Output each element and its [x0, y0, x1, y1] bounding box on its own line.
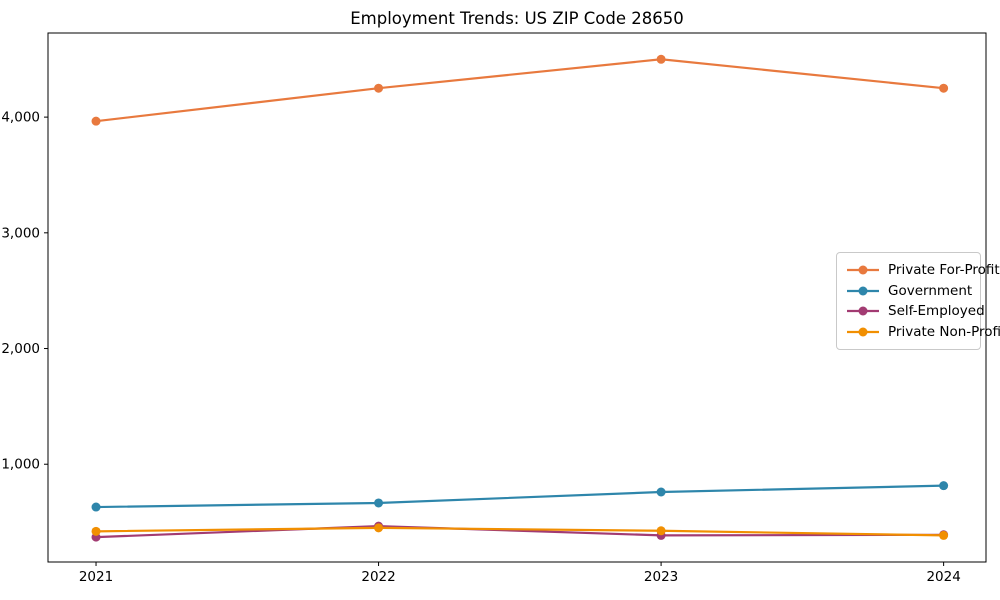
legend-label: Private Non-Profit	[888, 323, 1000, 340]
data-point	[656, 487, 666, 497]
x-tick-label: 2023	[644, 569, 678, 585]
data-point	[91, 116, 101, 126]
legend-line-sample	[847, 265, 879, 275]
legend-label: Self-Employed	[888, 303, 985, 320]
y-tick-label: 1,000	[1, 457, 40, 473]
legend-item: Government	[846, 281, 973, 301]
data-point	[939, 83, 949, 93]
series-line-government	[96, 484, 944, 509]
data-point	[91, 526, 101, 536]
legend-line-sample	[847, 286, 879, 296]
y-tick-label: 4,000	[1, 110, 40, 126]
chart-title: Employment Trends: US ZIP Code 28650	[350, 9, 684, 28]
legend-line-sample	[847, 327, 879, 337]
data-point	[91, 502, 101, 512]
legend-item: Private Non-Profit	[846, 322, 1000, 342]
data-point	[374, 498, 384, 508]
data-point	[939, 530, 949, 540]
x-tick-label: 2021	[79, 569, 113, 585]
data-point	[656, 526, 666, 536]
y-tick-label: 3,000	[1, 225, 40, 241]
legend-item: Self-Employed	[846, 301, 985, 321]
x-tick-label: 2024	[926, 569, 960, 585]
data-point	[374, 523, 384, 533]
y-tick-label: 2,000	[1, 341, 40, 357]
data-point	[656, 54, 666, 64]
legend: Private For-Profit Government Self-Employe…	[836, 252, 1000, 350]
data-point	[939, 481, 949, 491]
legend-line-sample	[847, 306, 879, 316]
axes-frame	[47, 32, 987, 563]
data-point	[374, 83, 384, 93]
legend-item: Private For-Profit	[846, 260, 1000, 280]
series-line-self-employed	[95, 525, 944, 539]
legend-label: Government	[888, 282, 973, 299]
legend-label: Private For-Profit	[888, 262, 1000, 278]
series-line-private-non-profit	[96, 526, 944, 537]
series-line-private-for-profit	[95, 58, 944, 123]
x-tick-label: 2022	[361, 569, 395, 585]
